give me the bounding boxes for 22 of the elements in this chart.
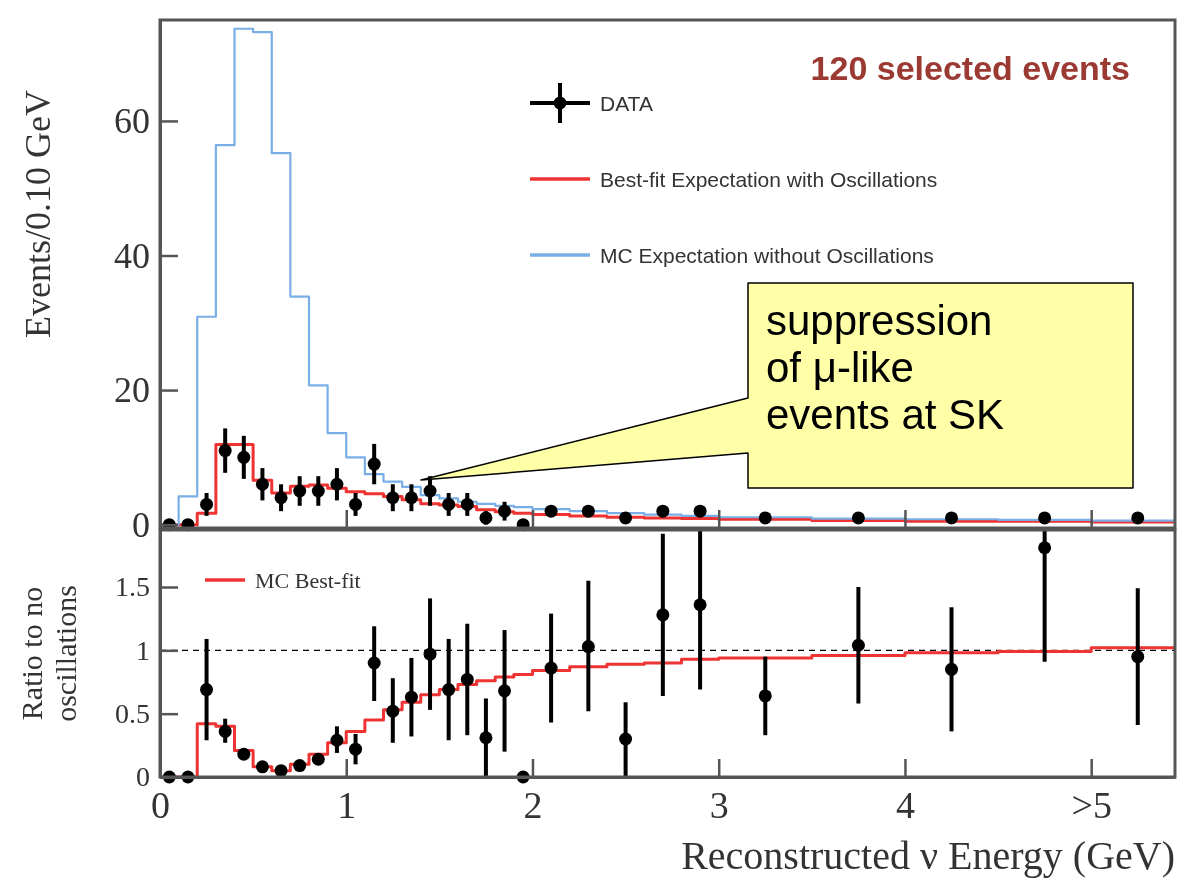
legend-label: Best-fit Expectation with Oscillations — [600, 168, 938, 191]
x-tick-label: 2 — [523, 783, 543, 826]
y-axis-title: Ratio to no oscillations — [15, 585, 82, 722]
x-axis-title: Reconstructed ν Energy (GeV) — [681, 833, 1175, 878]
y-tick-label: 0 — [136, 761, 150, 793]
y-tick-label: 0.5 — [115, 698, 150, 730]
y-tick-label: 0 — [132, 504, 150, 545]
legend-label: MC Best-fit — [255, 568, 361, 593]
annotation: 120 selected events — [810, 49, 1130, 87]
y-tick-label: 60 — [114, 100, 150, 141]
x-tick-label: 3 — [709, 783, 729, 826]
y-axis-title: Events/0.10 GeV — [18, 90, 58, 338]
y-tick-label: 1 — [136, 634, 150, 666]
x-tick-label: 4 — [895, 783, 915, 826]
legend-label: MC Expectation without Oscillations — [600, 244, 934, 267]
y-tick-label: 20 — [114, 370, 150, 411]
annotation: suppression of μ-like events at SK — [766, 297, 1005, 438]
legend-label: DATA — [600, 92, 653, 115]
x-tick-label: >5 — [1071, 783, 1112, 826]
x-tick-label: 1 — [337, 783, 357, 826]
y-tick-label: 40 — [114, 235, 150, 276]
y-tick-label: 1.5 — [115, 571, 150, 603]
